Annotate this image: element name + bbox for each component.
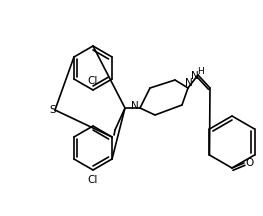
Text: H: H xyxy=(197,67,203,76)
Text: S: S xyxy=(50,105,56,115)
Text: O: O xyxy=(245,158,253,168)
Text: N: N xyxy=(185,78,193,88)
Text: Cl: Cl xyxy=(88,76,98,86)
Text: N: N xyxy=(191,71,199,81)
Text: N: N xyxy=(131,101,139,111)
Text: Cl: Cl xyxy=(88,175,98,185)
